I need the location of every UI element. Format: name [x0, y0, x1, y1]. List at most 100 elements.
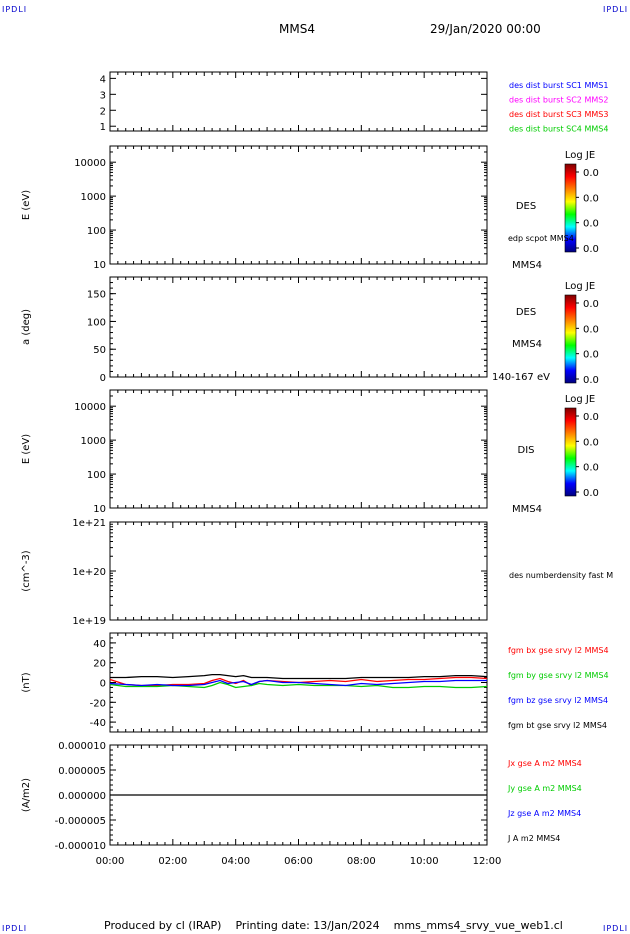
y-tick-label-des_energy: 1000 [81, 192, 106, 203]
y-tick-label-fgm: -40 [90, 718, 106, 729]
colorbar-tick-label: 0.0 [583, 299, 599, 310]
legend-burst-2: des dist burst SC2 MMS2 [509, 96, 608, 105]
y-tick-label-fgm: 40 [93, 639, 106, 650]
y-tick-label-density: 1e+21 [72, 518, 106, 529]
series-line-fgm-2 [109, 681, 488, 689]
series-line-fgm-4 [110, 673, 488, 680]
y-axis-label-fgm: (nT) [21, 672, 32, 692]
y-axis-label-current: (A/m2) [21, 778, 32, 812]
colorbar-title-1: Log JE [565, 150, 595, 161]
legend-fgm-2: fgm by gse srvy l2 MMS4 [508, 671, 609, 680]
panel-frame-3 [109, 276, 488, 378]
y-axis-label-des_energy: E (eV) [21, 190, 32, 220]
colorbar-1 [564, 163, 577, 253]
y-tick-label-current: 0.000000 [58, 791, 106, 802]
colorbar-tick-label: 0.0 [583, 412, 599, 423]
below-label-des_pitch: 140-167 eV [492, 372, 550, 383]
y-axis-label-dis_energy: E (eV) [21, 434, 32, 464]
legend-current-4: J A m2 MMS4 [507, 834, 560, 843]
colorbar-3 [564, 407, 577, 497]
legend-density: des numberdensity fast M [509, 571, 613, 580]
colorbar-tick-label: 0.0 [583, 375, 599, 386]
y-tick-label-density: 1e+19 [72, 616, 106, 627]
y-tick-label-fgm: 20 [93, 659, 106, 670]
legend-current-1: Jx gse A m2 MMS4 [507, 759, 582, 768]
y-tick-label-des_pitch: 50 [93, 345, 106, 356]
footer-credit: Produced by cl (IRAP) [104, 919, 222, 932]
colorbar-2 [564, 294, 577, 384]
colorbar-tick-label: 0.0 [583, 193, 599, 204]
y-tick-label-des_pitch: 100 [87, 317, 106, 328]
footer-script: mms_mms4_srvy_vue_web1.cl [393, 919, 563, 932]
x-tick-label: 04:00 [221, 856, 250, 867]
spacecraft-title: MMS4 [279, 22, 315, 36]
colorbar-title-2: Log JE [565, 281, 595, 292]
legend-fgm-3: fgm bz gse srvy l2 MMS4 [508, 696, 608, 705]
below-label-des_energy: MMS4 [512, 260, 542, 271]
x-tick-label: 08:00 [347, 856, 376, 867]
panel-frame-5 [109, 521, 488, 621]
legend-current-2: Jy gse A m2 MMS4 [507, 784, 582, 793]
colorbar-tick-label: 0.0 [583, 488, 599, 499]
legend-fgm-4: fgm bt gse srvy l2 MMS4 [508, 721, 607, 730]
x-tick-label: 02:00 [158, 856, 187, 867]
x-tick-label: 12:00 [473, 856, 502, 867]
y-tick-label-dis_energy: 10 [93, 504, 106, 515]
colorbar-tick-label: 0.0 [583, 219, 599, 230]
y-tick-label-dis_energy: 100 [87, 470, 106, 481]
datetime-title: 29/Jan/2020 00:00 [430, 22, 541, 36]
overlay-label-des_energy: edp scpot MMS4 [508, 234, 574, 243]
colorbar-tick-label: 0.0 [583, 324, 599, 335]
colorbar-tick-label: 0.0 [583, 437, 599, 448]
y-tick-label-dis_energy: 10000 [74, 402, 106, 413]
series-line-fgm-3 [109, 679, 487, 687]
legend-current-3: Jz gse A m2 MMS4 [507, 809, 581, 818]
corner-label-top-left: IPDLI [2, 5, 28, 14]
footer-printing-date: Printing date: 13/Jan/2024 [235, 919, 380, 932]
corner-label-bottom-right: IPDLI [603, 924, 629, 933]
y-tick-label-burst: 2 [100, 106, 106, 117]
y-tick-label-burst: 3 [100, 90, 106, 101]
legend-burst-1: des dist burst SC1 MMS1 [509, 81, 608, 90]
below-label-dis_energy: MMS4 [512, 504, 542, 515]
side-label-des_pitch: DES [516, 307, 536, 318]
y-tick-label-fgm: -20 [90, 698, 106, 709]
y-tick-label-current: 0.000010 [58, 741, 106, 752]
y-tick-label-current: -0.000010 [55, 841, 106, 852]
y-tick-label-des_pitch: 150 [87, 290, 106, 301]
panel-frame-2 [109, 145, 488, 265]
y-tick-label-density: 1e+20 [72, 567, 106, 578]
y-tick-label-current: 0.000005 [58, 766, 106, 777]
y-tick-label-current: -0.000005 [55, 816, 106, 827]
y-axis-label-des_pitch: a (deg) [21, 309, 32, 345]
colorbar-tick-label: 0.0 [583, 350, 599, 361]
x-tick-label: 00:00 [96, 856, 125, 867]
y-tick-label-burst: 4 [100, 74, 106, 85]
y-tick-label-fgm: 0 [100, 679, 106, 690]
panel-frame-1 [109, 71, 488, 132]
legend-burst-3: des dist burst SC3 MMS3 [509, 110, 608, 119]
y-tick-label-dis_energy: 1000 [81, 436, 106, 447]
legend-fgm-1: fgm bx gse srvy l2 MMS4 [508, 646, 609, 655]
side-label-dis_energy: DIS [518, 445, 535, 456]
x-tick-label: 06:00 [284, 856, 313, 867]
corner-label-bottom-left: IPDLI [2, 924, 28, 933]
colorbar-tick-label: 0.0 [583, 244, 599, 255]
colorbar-title-3: Log JE [565, 394, 595, 405]
legend-burst-4: des dist burst SC4 MMS4 [509, 125, 608, 134]
panel-frame-4 [109, 389, 488, 509]
y-tick-label-des_energy: 100 [87, 226, 106, 237]
x-tick-label: 10:00 [410, 856, 439, 867]
y-axis-label-density: (cm^-3) [21, 550, 32, 591]
side-label-des_energy: DES [516, 201, 536, 212]
y-tick-label-burst: 1 [100, 122, 106, 133]
corner-label-top-right: IPDLI [603, 5, 629, 14]
y-tick-label-des_energy: 10000 [74, 158, 106, 169]
y-tick-label-des_pitch: 0 [100, 373, 106, 384]
y-tick-label-des_energy: 10 [93, 260, 106, 271]
colorbar-tick-label: 0.0 [583, 463, 599, 474]
colorbar-tick-label: 0.0 [583, 168, 599, 179]
side-label-2-des_pitch: MMS4 [512, 339, 542, 350]
footer: Produced by cl (IRAP) Printing date: 13/… [104, 919, 563, 932]
